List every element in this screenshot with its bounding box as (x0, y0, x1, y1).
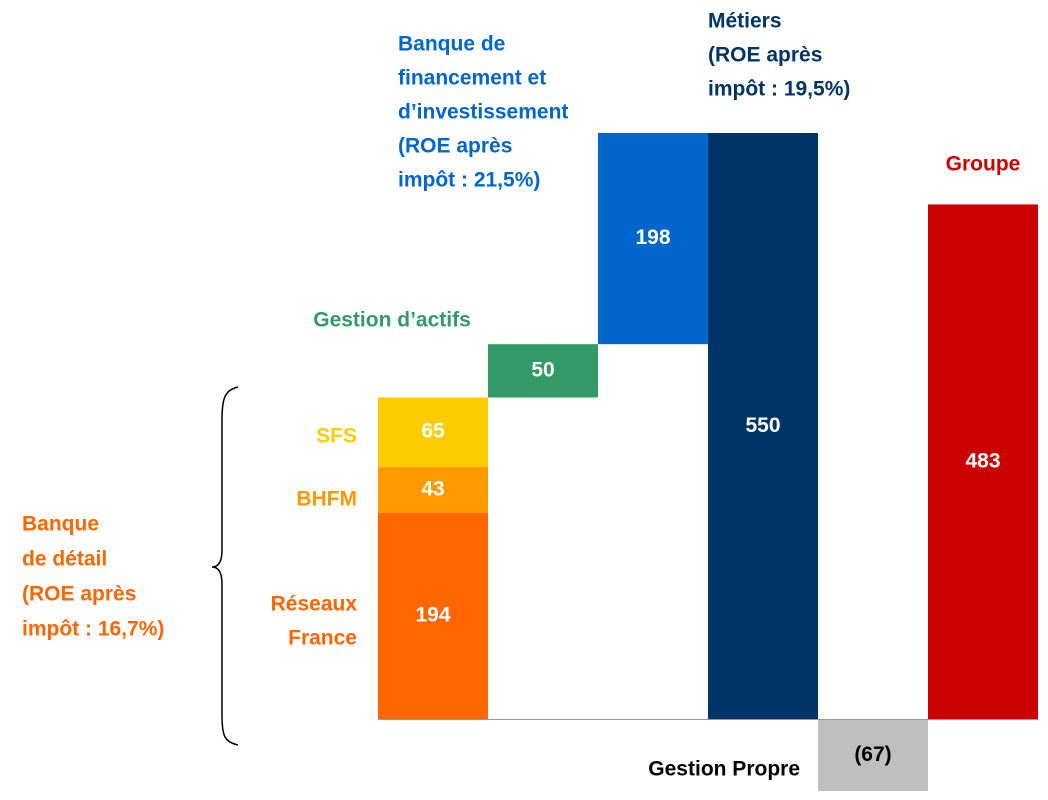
bar (928, 204, 1038, 720)
bar-name: d’investissement (398, 101, 568, 124)
bar-name: SFS (316, 425, 357, 448)
bar-name: Métiers (708, 10, 782, 33)
bar-name: France (288, 627, 357, 650)
bar-name: Banque de (398, 33, 505, 56)
value-label: 550 (745, 414, 780, 437)
group-label: (ROE après (22, 583, 136, 606)
bar (378, 512, 488, 720)
bar-name: (ROE après (398, 135, 512, 158)
bar-name: Gestion Propre (648, 758, 800, 781)
bar (378, 466, 488, 513)
bar-name: Groupe (946, 153, 1021, 176)
value-label: (67) (854, 743, 891, 766)
value-label: 198 (635, 226, 670, 249)
bar (708, 133, 818, 720)
group-label: Banque (22, 513, 99, 536)
value-label: 43 (421, 477, 444, 500)
bar-name: Gestion d’actifs (313, 309, 471, 332)
bar-name: impôt : 19,5%) (708, 78, 850, 101)
bar (378, 397, 488, 467)
group-label: de détail (22, 548, 107, 571)
bar (818, 719, 928, 791)
bar-name: impôt : 21,5%) (398, 169, 540, 192)
bar-name: Réseaux (271, 593, 358, 616)
bar-name: financement et (398, 67, 546, 90)
bar (598, 133, 708, 345)
bar-name: BHFM (296, 488, 357, 511)
value-label: 194 (415, 604, 450, 627)
value-label: 483 (965, 450, 1000, 473)
bar (488, 344, 598, 398)
group-label: impôt : 16,7%) (22, 618, 164, 641)
brace (211, 386, 239, 746)
value-label: 50 (531, 358, 554, 381)
value-label: 65 (421, 420, 445, 443)
bar-name: (ROE après (708, 44, 822, 67)
